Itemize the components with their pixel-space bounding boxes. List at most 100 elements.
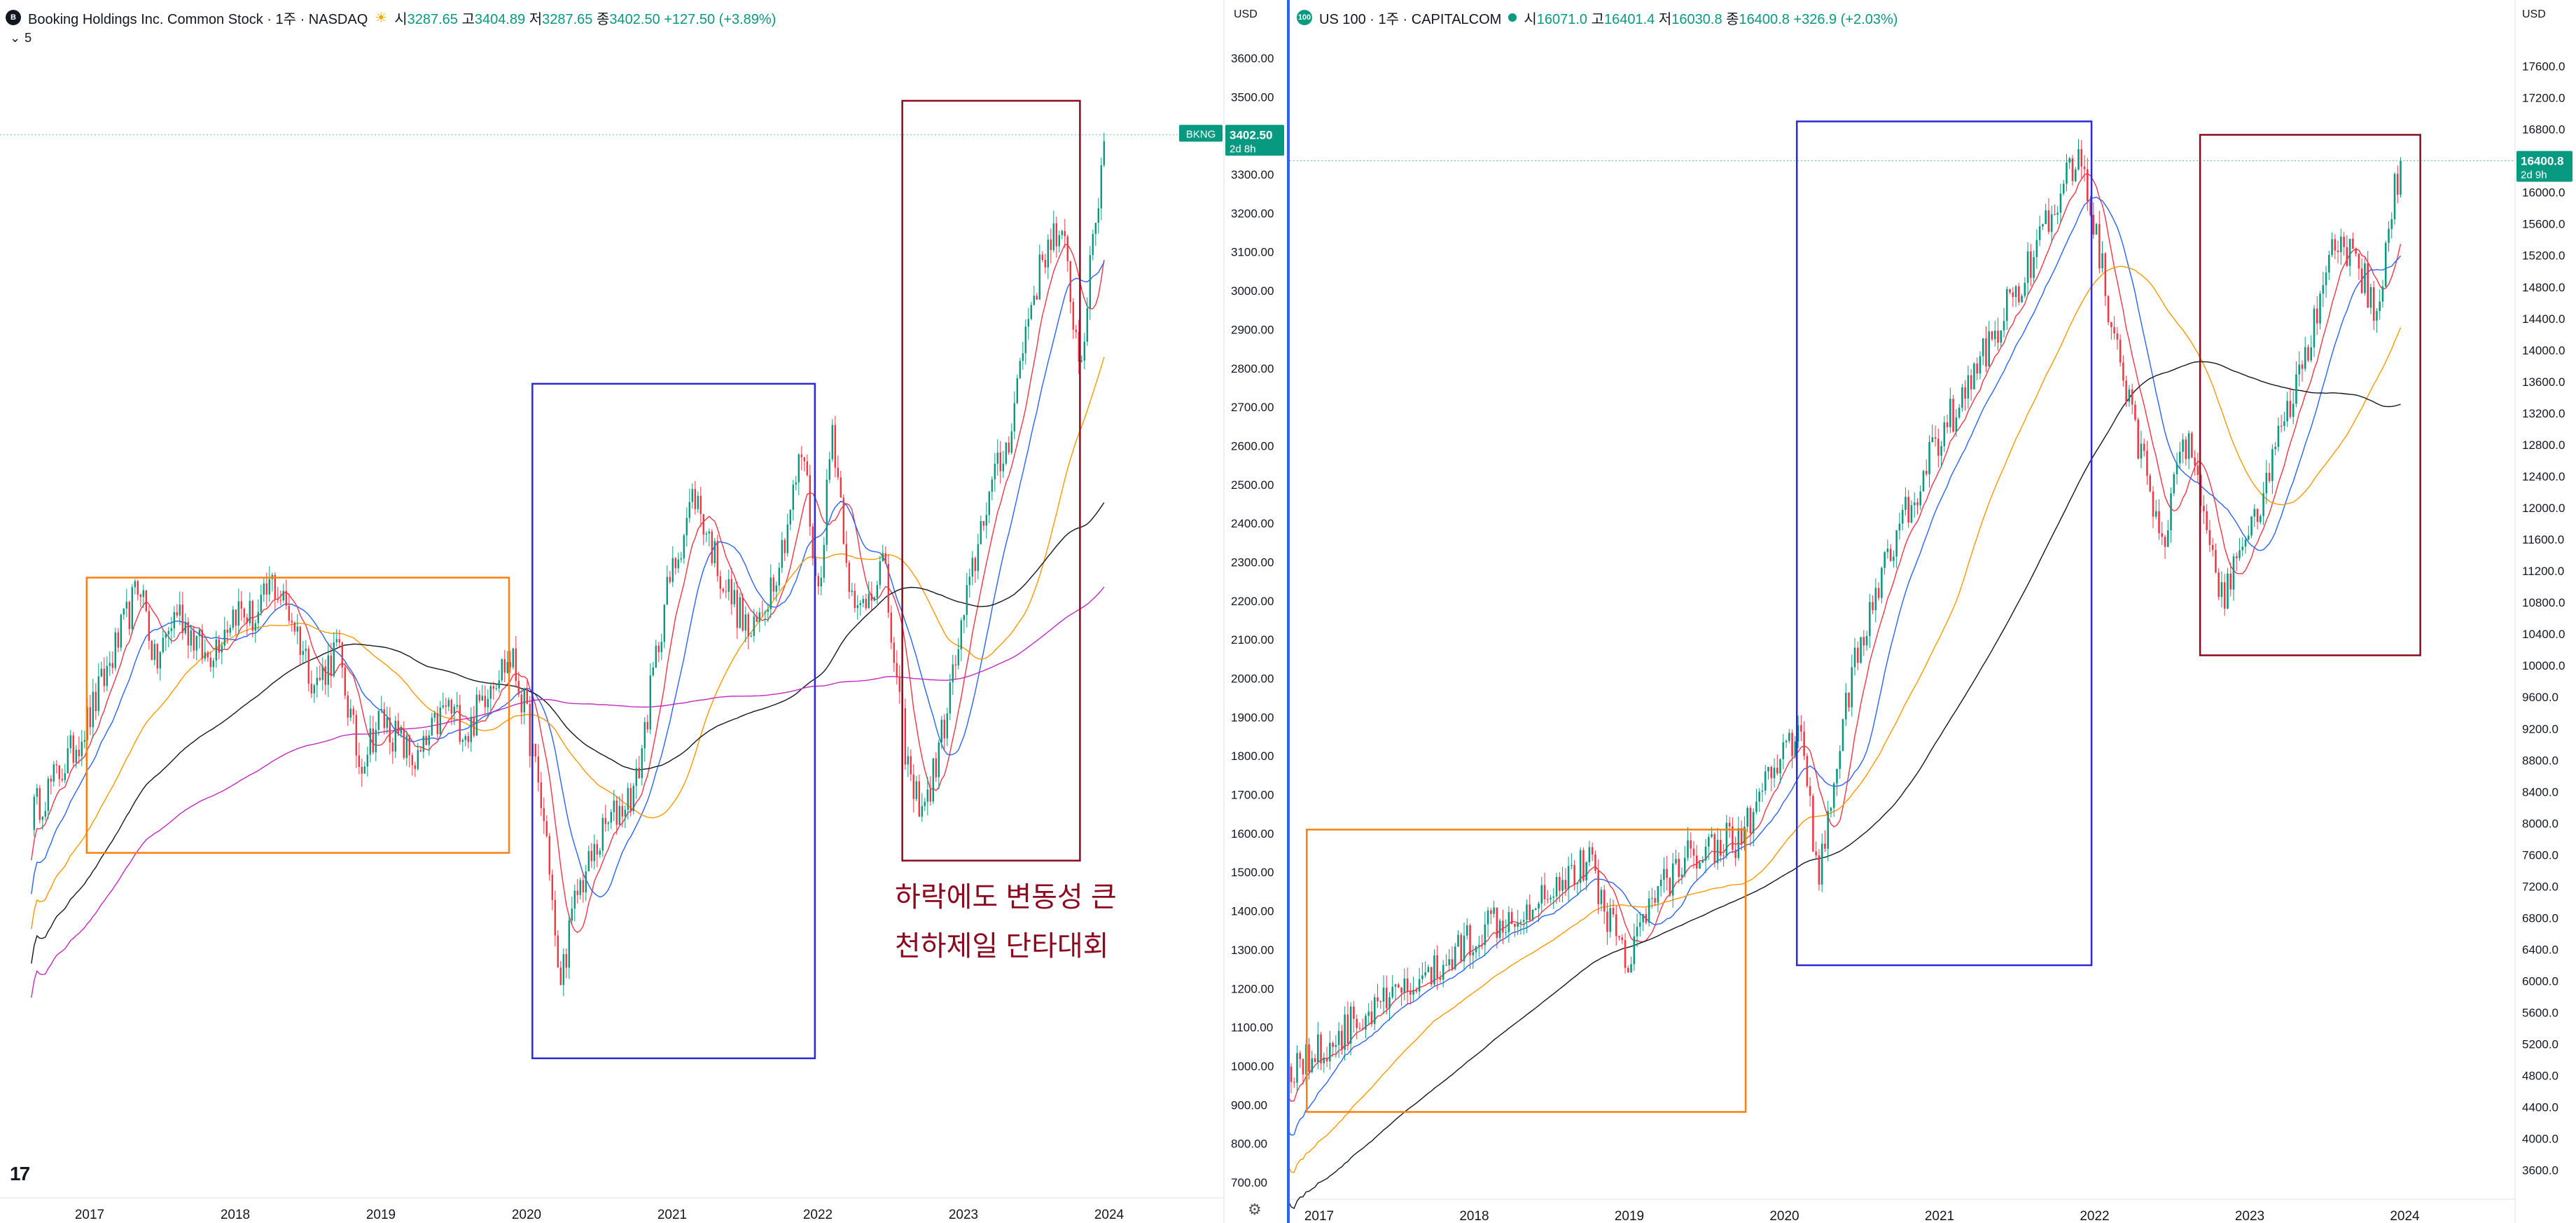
candle-body [929, 789, 931, 802]
candle-body [1612, 908, 1615, 915]
symbol-tag [1179, 125, 1223, 142]
candle-body [792, 484, 794, 510]
candle-body [1928, 441, 1930, 474]
candle-body [2167, 530, 2169, 547]
candle-body [1092, 234, 1094, 256]
candle-body [713, 541, 716, 564]
right-symbol-title[interactable]: US 100 · 1주 · CAPITALCOM [1319, 11, 1502, 27]
y-tick-label: 7600.0 [2522, 848, 2558, 862]
y-tick-label: 9200.0 [2522, 722, 2558, 735]
candle-body [750, 635, 752, 637]
candle-body [2161, 533, 2164, 537]
candle-body [207, 652, 209, 658]
candle-body [1493, 907, 1495, 914]
candle-body [282, 590, 284, 601]
candle-body [1089, 255, 1091, 309]
candle-body [1815, 851, 1817, 856]
candle-body [361, 766, 363, 774]
right-currency-label[interactable]: USD [2522, 8, 2546, 20]
candle-body [1086, 308, 1088, 342]
candle-body [971, 558, 973, 577]
candle-body [2066, 163, 2068, 184]
candle-body [408, 735, 410, 756]
left-symbol-title[interactable]: Booking Holdings Inc. Common Stock · 1주 … [28, 11, 368, 27]
candle-body [1445, 965, 1447, 966]
candle-body [820, 577, 822, 587]
candle-body [69, 735, 71, 749]
settings-icon[interactable]: ⚙ [1248, 1201, 1262, 1218]
left-currency-label[interactable]: USD [1234, 8, 1258, 20]
candle-body [209, 657, 211, 668]
candle-body [806, 461, 808, 476]
indicators-toggle[interactable]: ⌄ 5 [10, 31, 32, 45]
left-price-chart[interactable]: 3600.003500.003400.003300.003200.003100.… [0, 0, 1287, 1223]
candle-body [44, 810, 46, 817]
candle-body [2211, 545, 2214, 550]
candle-body [680, 558, 682, 560]
candle-body [551, 874, 553, 900]
candle-body [338, 639, 340, 643]
candle-body [1097, 208, 1099, 223]
candle-body [1746, 808, 1748, 827]
candle-body [1370, 1011, 1373, 1024]
candle-body [854, 590, 856, 609]
y-tick-label: 3000.00 [1231, 284, 1274, 298]
candle-body [1502, 920, 1504, 933]
candle-body [257, 612, 259, 623]
candle-body [1424, 972, 1426, 976]
candle-body [2372, 287, 2375, 321]
candle-body [1967, 375, 1970, 399]
candle-body [2286, 401, 2288, 422]
candle-body [1812, 796, 1814, 852]
candle-body [691, 489, 693, 502]
candle-body [316, 677, 318, 686]
candle-body [1853, 647, 1856, 668]
candle-body [2128, 389, 2131, 402]
candle-body [1755, 801, 1757, 813]
moving-average-line [1290, 265, 2402, 1173]
candle-body [2104, 253, 2107, 296]
candle-body [380, 709, 382, 711]
candle-body [1514, 923, 1516, 927]
candle-body [1711, 834, 1713, 837]
x-tick-label: 2024 [2390, 1209, 2420, 1223]
candle-body [960, 620, 962, 649]
right-chart-pane[interactable]: 100 US 100 · 1주 · CAPITALCOM 시16071.0 고1… [1290, 0, 2576, 1223]
pane-divider[interactable] [1287, 0, 1290, 1223]
candle-body [1785, 740, 1788, 742]
candle-body [436, 713, 438, 735]
candle-body [1898, 523, 1901, 531]
candle-body [489, 686, 492, 699]
candle-body [319, 677, 321, 680]
candle-body [943, 719, 945, 739]
sun-icon: ☀ [375, 10, 388, 26]
candle-body [195, 635, 197, 651]
candle-body [1895, 530, 1898, 557]
candle-body [1038, 254, 1040, 300]
y-tick-label: 8000.0 [2522, 817, 2558, 830]
candle-body [2223, 582, 2226, 609]
candle-body [1940, 445, 1942, 456]
tradingview-logo-icon[interactable]: 17 [10, 1163, 30, 1184]
candle-body [2313, 308, 2316, 347]
left-chart-pane[interactable]: B Booking Holdings Inc. Common Stock · 1… [0, 0, 1287, 1223]
candle-body [994, 464, 996, 480]
candle-body [610, 812, 612, 823]
candle-body [758, 612, 760, 622]
candle-body [498, 680, 500, 689]
candle-body [2146, 450, 2148, 476]
candle-body [1713, 834, 1716, 864]
right-price-chart[interactable]: 17600.017200.016800.016400.016000.015600… [1290, 0, 2576, 1223]
candle-body [363, 766, 365, 774]
candle-body [1379, 1001, 1382, 1002]
candle-body [2268, 473, 2271, 481]
candle-body [1377, 997, 1379, 1002]
candle-body [2080, 148, 2083, 167]
candle-body [1022, 353, 1024, 361]
candle-body [2131, 389, 2133, 405]
candle-body [204, 652, 206, 659]
candle-body [798, 454, 800, 483]
y-tick-label: 3100.00 [1231, 246, 1274, 259]
candle-body [2364, 263, 2366, 293]
candle-body [397, 721, 399, 734]
